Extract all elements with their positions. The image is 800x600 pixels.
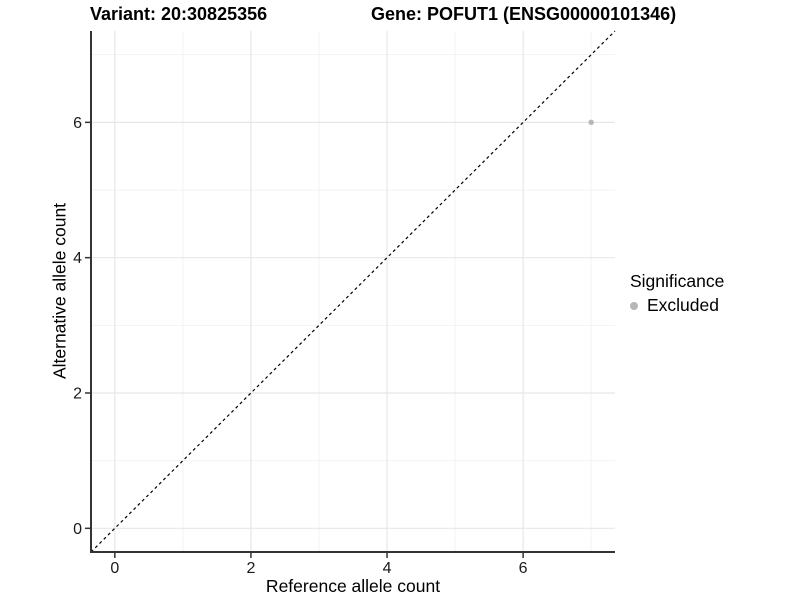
legend-title: Significance bbox=[630, 271, 725, 291]
identity-line bbox=[90, 30, 616, 553]
y-tick-label-0: 0 bbox=[73, 521, 82, 538]
legend-item-label: Excluded bbox=[647, 295, 719, 315]
x-tick-label-3: 6 bbox=[519, 560, 528, 577]
legend: Significance Excluded bbox=[630, 271, 724, 316]
gene-title: Gene: POFUT1 (ENSG00000101346) bbox=[371, 4, 677, 24]
y-tick-label-2: 4 bbox=[73, 250, 82, 267]
x-tick-label-0: 0 bbox=[110, 560, 119, 577]
legend-dot-icon bbox=[630, 301, 638, 310]
x-tick-label-1: 2 bbox=[246, 560, 255, 577]
x-tick-label-2: 4 bbox=[383, 560, 392, 577]
x-axis-label: Reference allele count bbox=[265, 576, 441, 596]
y-tick-label-3: 6 bbox=[73, 115, 82, 132]
variant-title: Variant: 20:30825356 bbox=[90, 4, 268, 24]
y-tick-label-1: 2 bbox=[73, 385, 82, 402]
y-axis-label: Alternative allele count bbox=[49, 202, 70, 380]
legend-item-excluded: Excluded bbox=[630, 295, 724, 316]
data-point-excluded-0 bbox=[588, 119, 594, 126]
